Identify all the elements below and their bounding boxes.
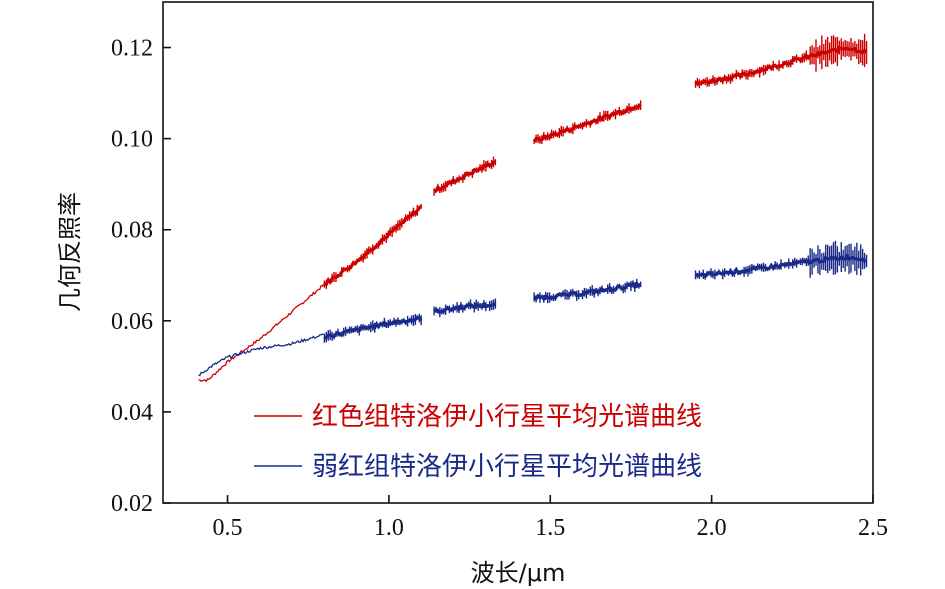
series-2 [198,240,868,377]
plot-border [162,1,874,504]
series-layer [198,33,868,383]
x-tick-label: 0.5 [213,515,243,541]
series-segment [433,301,497,314]
x-axis: 0.5 1.0 1.5 2.0 2.5 [213,495,888,541]
series-segment [694,45,868,86]
legend-label: 弱红组特洛伊小行星平均光谱曲线 [312,452,702,482]
series-line [198,283,325,383]
y-axis-title: 几何反照率 [56,192,84,312]
y-axis: 0.02 0.04 0.06 0.08 0.10 0.12 [111,36,171,517]
series-segment [694,252,867,279]
y-tick-label: 0.12 [111,36,153,62]
series-segment [532,280,642,302]
series-segment [433,160,496,194]
y-tick-label: 0.10 [111,127,153,153]
x-axis-title: 波长/μm [471,559,566,587]
plot-frame [162,1,874,504]
series-segment [532,103,642,143]
y-tick-label: 0.06 [111,309,153,335]
y-tick-label: 0.04 [111,400,153,426]
x-tick-label: 1.0 [374,515,404,541]
series-segment [324,205,423,287]
y-tick-label: 0.02 [111,491,153,517]
x-tick-label: 1.5 [535,515,565,541]
series-segment [323,315,423,340]
x-tick-label: 2.5 [858,515,888,541]
y-tick-label: 0.08 [111,218,153,244]
series-line [198,333,324,377]
x-tick-label: 2.0 [697,515,727,541]
series-1 [198,33,868,383]
legend-label: 红色组特洛伊小行星平均光谱曲线 [312,402,702,432]
